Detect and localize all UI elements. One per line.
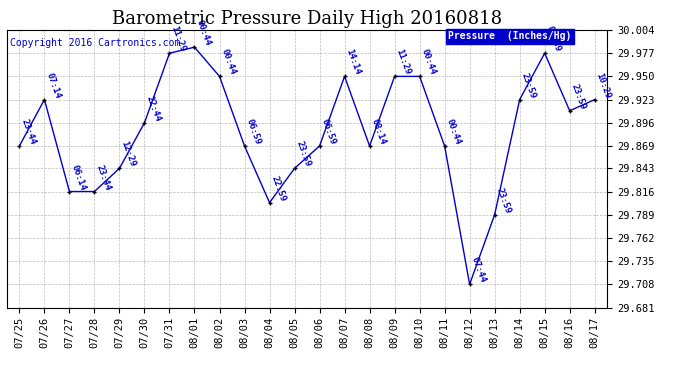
Title: Barometric Pressure Daily High 20160818: Barometric Pressure Daily High 20160818 <box>112 10 502 28</box>
Point <box>539 50 550 56</box>
Text: 00:44: 00:44 <box>444 118 462 146</box>
Point <box>14 143 25 149</box>
Point <box>214 74 225 80</box>
Text: 22:59: 22:59 <box>270 174 287 202</box>
Point <box>139 120 150 126</box>
Point <box>489 212 500 218</box>
Point <box>314 143 325 149</box>
Text: 14:14: 14:14 <box>344 48 362 76</box>
Point <box>239 143 250 149</box>
Point <box>339 74 350 80</box>
Text: 12:29: 12:29 <box>119 140 137 168</box>
Point <box>39 97 50 103</box>
Text: 06:59: 06:59 <box>244 118 262 146</box>
Text: 11:29: 11:29 <box>395 48 412 76</box>
Text: 23:44: 23:44 <box>19 118 37 146</box>
Point <box>289 165 300 171</box>
Point <box>589 97 600 103</box>
Point <box>464 281 475 287</box>
Point <box>264 200 275 206</box>
Point <box>89 189 100 195</box>
Point <box>514 97 525 103</box>
Text: Copyright 2016 Cartronics.com: Copyright 2016 Cartronics.com <box>10 38 180 48</box>
Point <box>189 44 200 50</box>
Text: 10:29: 10:29 <box>595 71 612 100</box>
Text: 07:59: 07:59 <box>544 25 562 53</box>
Text: 07:14: 07:14 <box>44 71 62 100</box>
Text: 06:14: 06:14 <box>70 163 87 192</box>
Point <box>414 74 425 80</box>
Text: 00:44: 00:44 <box>219 48 237 76</box>
Text: 23:59: 23:59 <box>520 71 538 100</box>
Text: 00:44: 00:44 <box>420 48 437 76</box>
Text: 11:29: 11:29 <box>170 25 187 53</box>
Text: Pressure  (Inches/Hg): Pressure (Inches/Hg) <box>448 32 571 41</box>
Text: 23:59: 23:59 <box>295 140 312 168</box>
Text: 06:59: 06:59 <box>319 118 337 146</box>
Text: 07:44: 07:44 <box>470 256 487 284</box>
Point <box>114 165 125 171</box>
Point <box>364 143 375 149</box>
Text: 08:14: 08:14 <box>370 118 387 146</box>
Point <box>64 189 75 195</box>
Text: 23:59: 23:59 <box>570 82 587 111</box>
Text: 00:44: 00:44 <box>195 19 212 47</box>
Point <box>389 74 400 80</box>
Point <box>439 143 450 149</box>
Point <box>164 50 175 56</box>
Text: 22:44: 22:44 <box>144 94 162 123</box>
Text: 23:59: 23:59 <box>495 186 512 215</box>
Text: 23:44: 23:44 <box>95 163 112 192</box>
Point <box>564 108 575 114</box>
